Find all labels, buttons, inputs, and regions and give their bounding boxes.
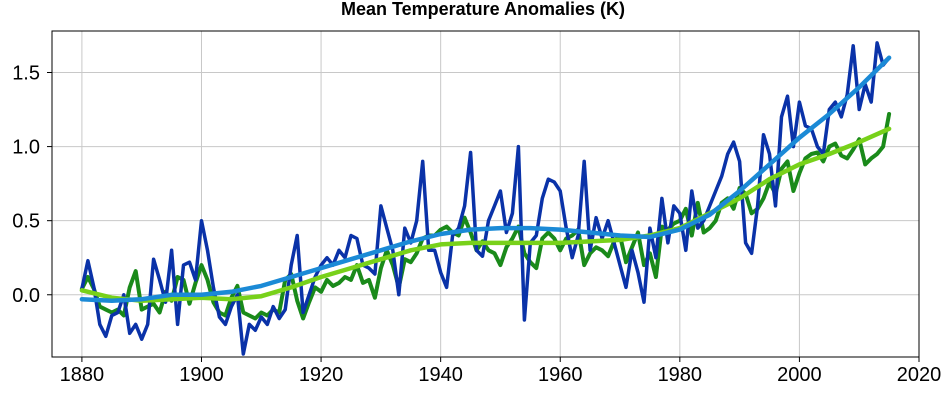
y-tick-label: 1.0 [12,137,40,159]
x-tick-label: 1900 [179,364,224,386]
series-lightblue-smooth [79,55,892,303]
x-tick-label: 1980 [658,364,703,386]
grid [47,31,920,362]
y-tick-label: 0.5 [12,211,40,233]
x-tick-label: 2020 [897,364,942,386]
y-tick-label: 1.5 [12,62,40,84]
x-tick-label: 1920 [299,364,344,386]
series-lightgreen-smooth [79,126,892,303]
series-blue-annual [80,41,891,356]
chart-title: Mean Temperature Anomalies (K) [341,0,625,19]
x-tick-label: 1960 [538,364,583,386]
y-tick-label: 0.0 [12,285,40,307]
tick-labels: 1880 1900 1920 1940 1960 1980 2000 2020 0.0 0.5 1.… [12,62,941,386]
x-tick-label: 1940 [418,364,463,386]
plot-frame [51,30,920,358]
x-tick-label: 1880 [60,364,105,386]
x-tick-label: 2000 [777,364,822,386]
series-lines [79,41,892,356]
